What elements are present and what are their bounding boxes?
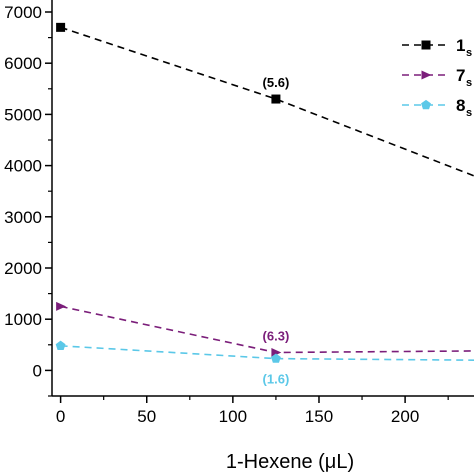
- data-point: [56, 22, 66, 32]
- y-axis-ticks: 7000 6000 5000 4000 3000 2000 1000 0: [4, 3, 52, 397]
- x-tick-label: 0: [56, 407, 65, 426]
- legend-label: 1: [456, 36, 465, 55]
- y-tick-label: 1000: [4, 310, 42, 329]
- y-tick-label: 6000: [4, 54, 42, 73]
- x-tick-label: 100: [219, 407, 247, 426]
- series-7: [56, 301, 474, 357]
- point-label: (5.6): [263, 75, 290, 90]
- series-layer: [55, 22, 474, 363]
- y-tick-label: 0: [33, 361, 42, 380]
- y-tick-label: 2000: [4, 259, 42, 278]
- x-tick-label: 50: [137, 407, 156, 426]
- y-tick-label: 7000: [4, 3, 42, 22]
- point-label: (1.6): [263, 372, 290, 387]
- data-point: [55, 340, 66, 351]
- x-tick-label: 200: [391, 407, 419, 426]
- data-point: [56, 301, 67, 311]
- x-axis-title: 1-Hexene (μL): [226, 451, 354, 473]
- data-point: [421, 70, 432, 80]
- data-point: [421, 40, 431, 50]
- legend: 1 s7 s8 s: [402, 36, 472, 119]
- legend-label-subscript: s: [466, 47, 472, 59]
- y-tick-label: 3000: [4, 208, 42, 227]
- legend-label-subscript: s: [466, 107, 472, 119]
- series-8: [55, 340, 474, 363]
- x-tick-label: 150: [305, 407, 333, 426]
- y-tick-label: 5000: [4, 105, 42, 124]
- series-1: [56, 22, 474, 177]
- y-tick-label: 4000: [4, 157, 42, 176]
- legend-label: 7: [456, 66, 465, 85]
- series-line: [60, 26, 474, 177]
- legend-label-subscript: s: [466, 77, 472, 89]
- legend-label: 8: [456, 96, 465, 115]
- x-axis-ticks: 0 50 100 150 200: [56, 396, 449, 426]
- data-point: [421, 99, 431, 110]
- data-point: [271, 347, 282, 357]
- point-label: (6.3): [263, 328, 290, 343]
- data-point: [271, 94, 281, 104]
- series-line: [60, 345, 474, 361]
- data-point: [271, 353, 281, 363]
- annotation-layer: (5.6) (6.3) (1.6): [263, 75, 290, 387]
